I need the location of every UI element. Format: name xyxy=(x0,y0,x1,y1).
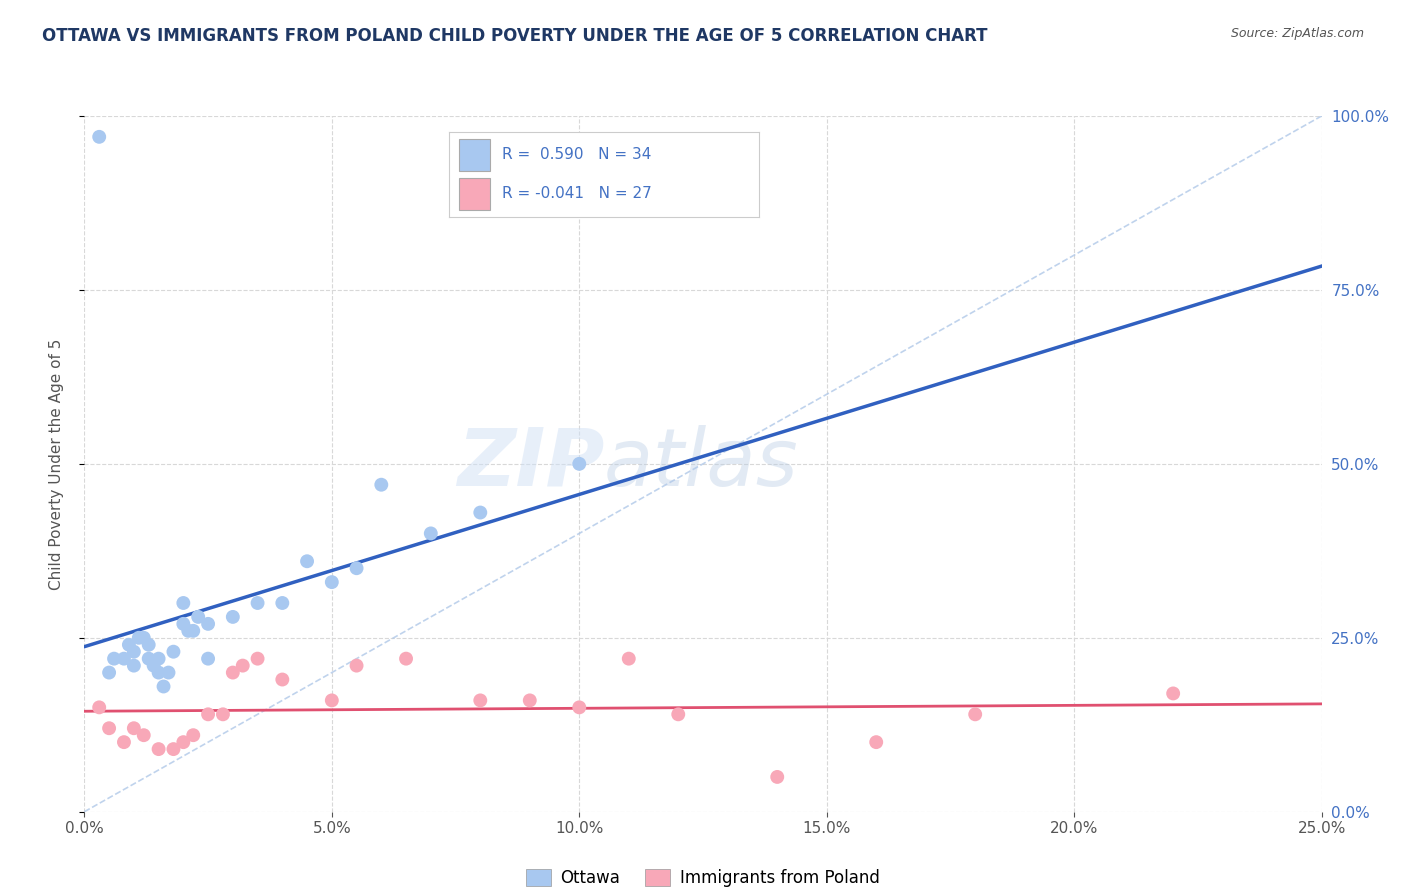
Point xyxy=(395,651,418,665)
Point xyxy=(346,561,368,575)
Point xyxy=(172,596,194,610)
Point xyxy=(346,658,368,673)
Point xyxy=(181,728,204,742)
Point xyxy=(181,624,204,638)
Y-axis label: Child Poverty Under the Age of 5: Child Poverty Under the Age of 5 xyxy=(49,338,63,590)
Point xyxy=(112,651,135,665)
Point xyxy=(197,707,219,722)
Point xyxy=(89,700,111,714)
Legend: Ottawa, Immigrants from Poland: Ottawa, Immigrants from Poland xyxy=(519,863,887,892)
Point xyxy=(197,651,219,665)
Point xyxy=(212,707,235,722)
Point xyxy=(965,707,987,722)
Point xyxy=(271,596,294,610)
Point xyxy=(148,665,170,680)
Point xyxy=(666,707,689,722)
Point xyxy=(271,673,294,687)
Point xyxy=(470,693,492,707)
Point xyxy=(118,638,141,652)
Point xyxy=(519,693,541,707)
FancyBboxPatch shape xyxy=(458,178,489,211)
Point xyxy=(162,645,184,659)
Text: R =  0.590   N = 34: R = 0.590 N = 34 xyxy=(502,147,651,162)
Point xyxy=(122,645,145,659)
Point xyxy=(187,610,209,624)
Point xyxy=(162,742,184,756)
Point xyxy=(419,526,441,541)
Point xyxy=(142,658,165,673)
Text: ZIP: ZIP xyxy=(457,425,605,503)
Point xyxy=(138,651,160,665)
Text: OTTAWA VS IMMIGRANTS FROM POLAND CHILD POVERTY UNDER THE AGE OF 5 CORRELATION CH: OTTAWA VS IMMIGRANTS FROM POLAND CHILD P… xyxy=(42,27,987,45)
Point xyxy=(617,651,640,665)
Point xyxy=(172,616,194,631)
Point xyxy=(122,721,145,735)
Point xyxy=(370,477,392,491)
Point xyxy=(148,742,170,756)
Point xyxy=(197,616,219,631)
Point xyxy=(132,631,155,645)
Point xyxy=(112,735,135,749)
Text: Source: ZipAtlas.com: Source: ZipAtlas.com xyxy=(1230,27,1364,40)
Point xyxy=(132,728,155,742)
Point xyxy=(98,665,121,680)
Point xyxy=(865,735,887,749)
Point xyxy=(148,651,170,665)
Point xyxy=(177,624,200,638)
Point xyxy=(568,700,591,714)
Point xyxy=(122,658,145,673)
Point xyxy=(470,506,492,520)
Point xyxy=(321,575,343,590)
Point xyxy=(232,658,254,673)
Point xyxy=(98,721,121,735)
Point xyxy=(766,770,789,784)
Point xyxy=(321,693,343,707)
Point xyxy=(128,631,150,645)
Point xyxy=(222,610,245,624)
Point xyxy=(568,457,591,471)
Point xyxy=(222,665,245,680)
Point xyxy=(246,651,269,665)
Point xyxy=(89,129,111,144)
Text: R = -0.041   N = 27: R = -0.041 N = 27 xyxy=(502,186,652,202)
Point xyxy=(152,680,174,694)
Point xyxy=(172,735,194,749)
Text: atlas: atlas xyxy=(605,425,799,503)
FancyBboxPatch shape xyxy=(458,139,489,171)
Point xyxy=(295,554,318,568)
Point xyxy=(1161,686,1184,700)
Point xyxy=(246,596,269,610)
Point xyxy=(138,638,160,652)
Point xyxy=(103,651,125,665)
Point xyxy=(157,665,180,680)
